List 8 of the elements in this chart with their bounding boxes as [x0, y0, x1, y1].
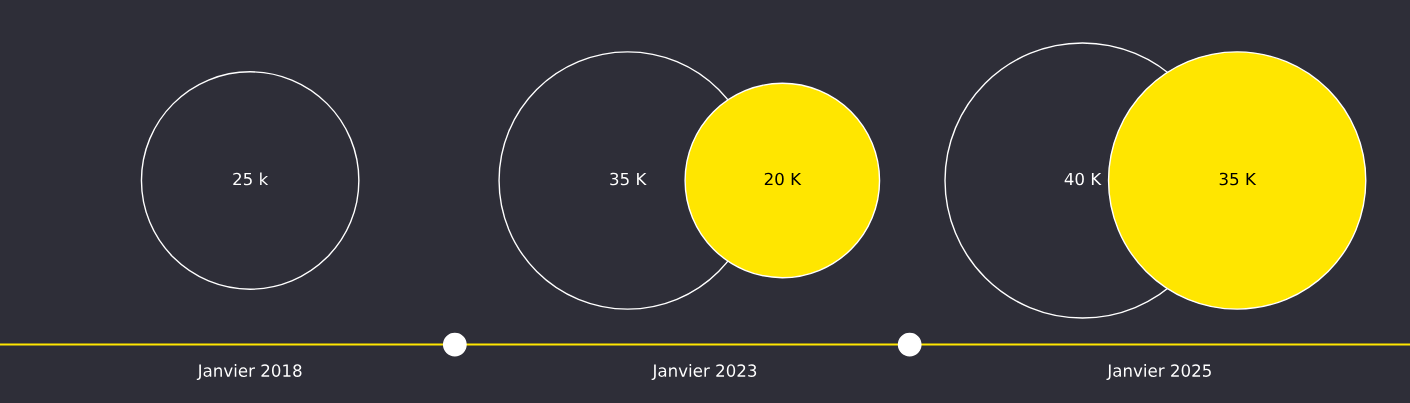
data-label: 40 K [1064, 172, 1102, 186]
category-label: Janvier 2018 [196, 364, 302, 381]
data-label: 20 K [764, 172, 802, 186]
category-label: Janvier 2023 [651, 364, 757, 381]
data-label: 25 k [233, 172, 269, 186]
data-label: 35 K [610, 172, 647, 186]
data-label: 35 K [1219, 172, 1257, 186]
category-label: Janvier 2025 [1106, 364, 1211, 381]
